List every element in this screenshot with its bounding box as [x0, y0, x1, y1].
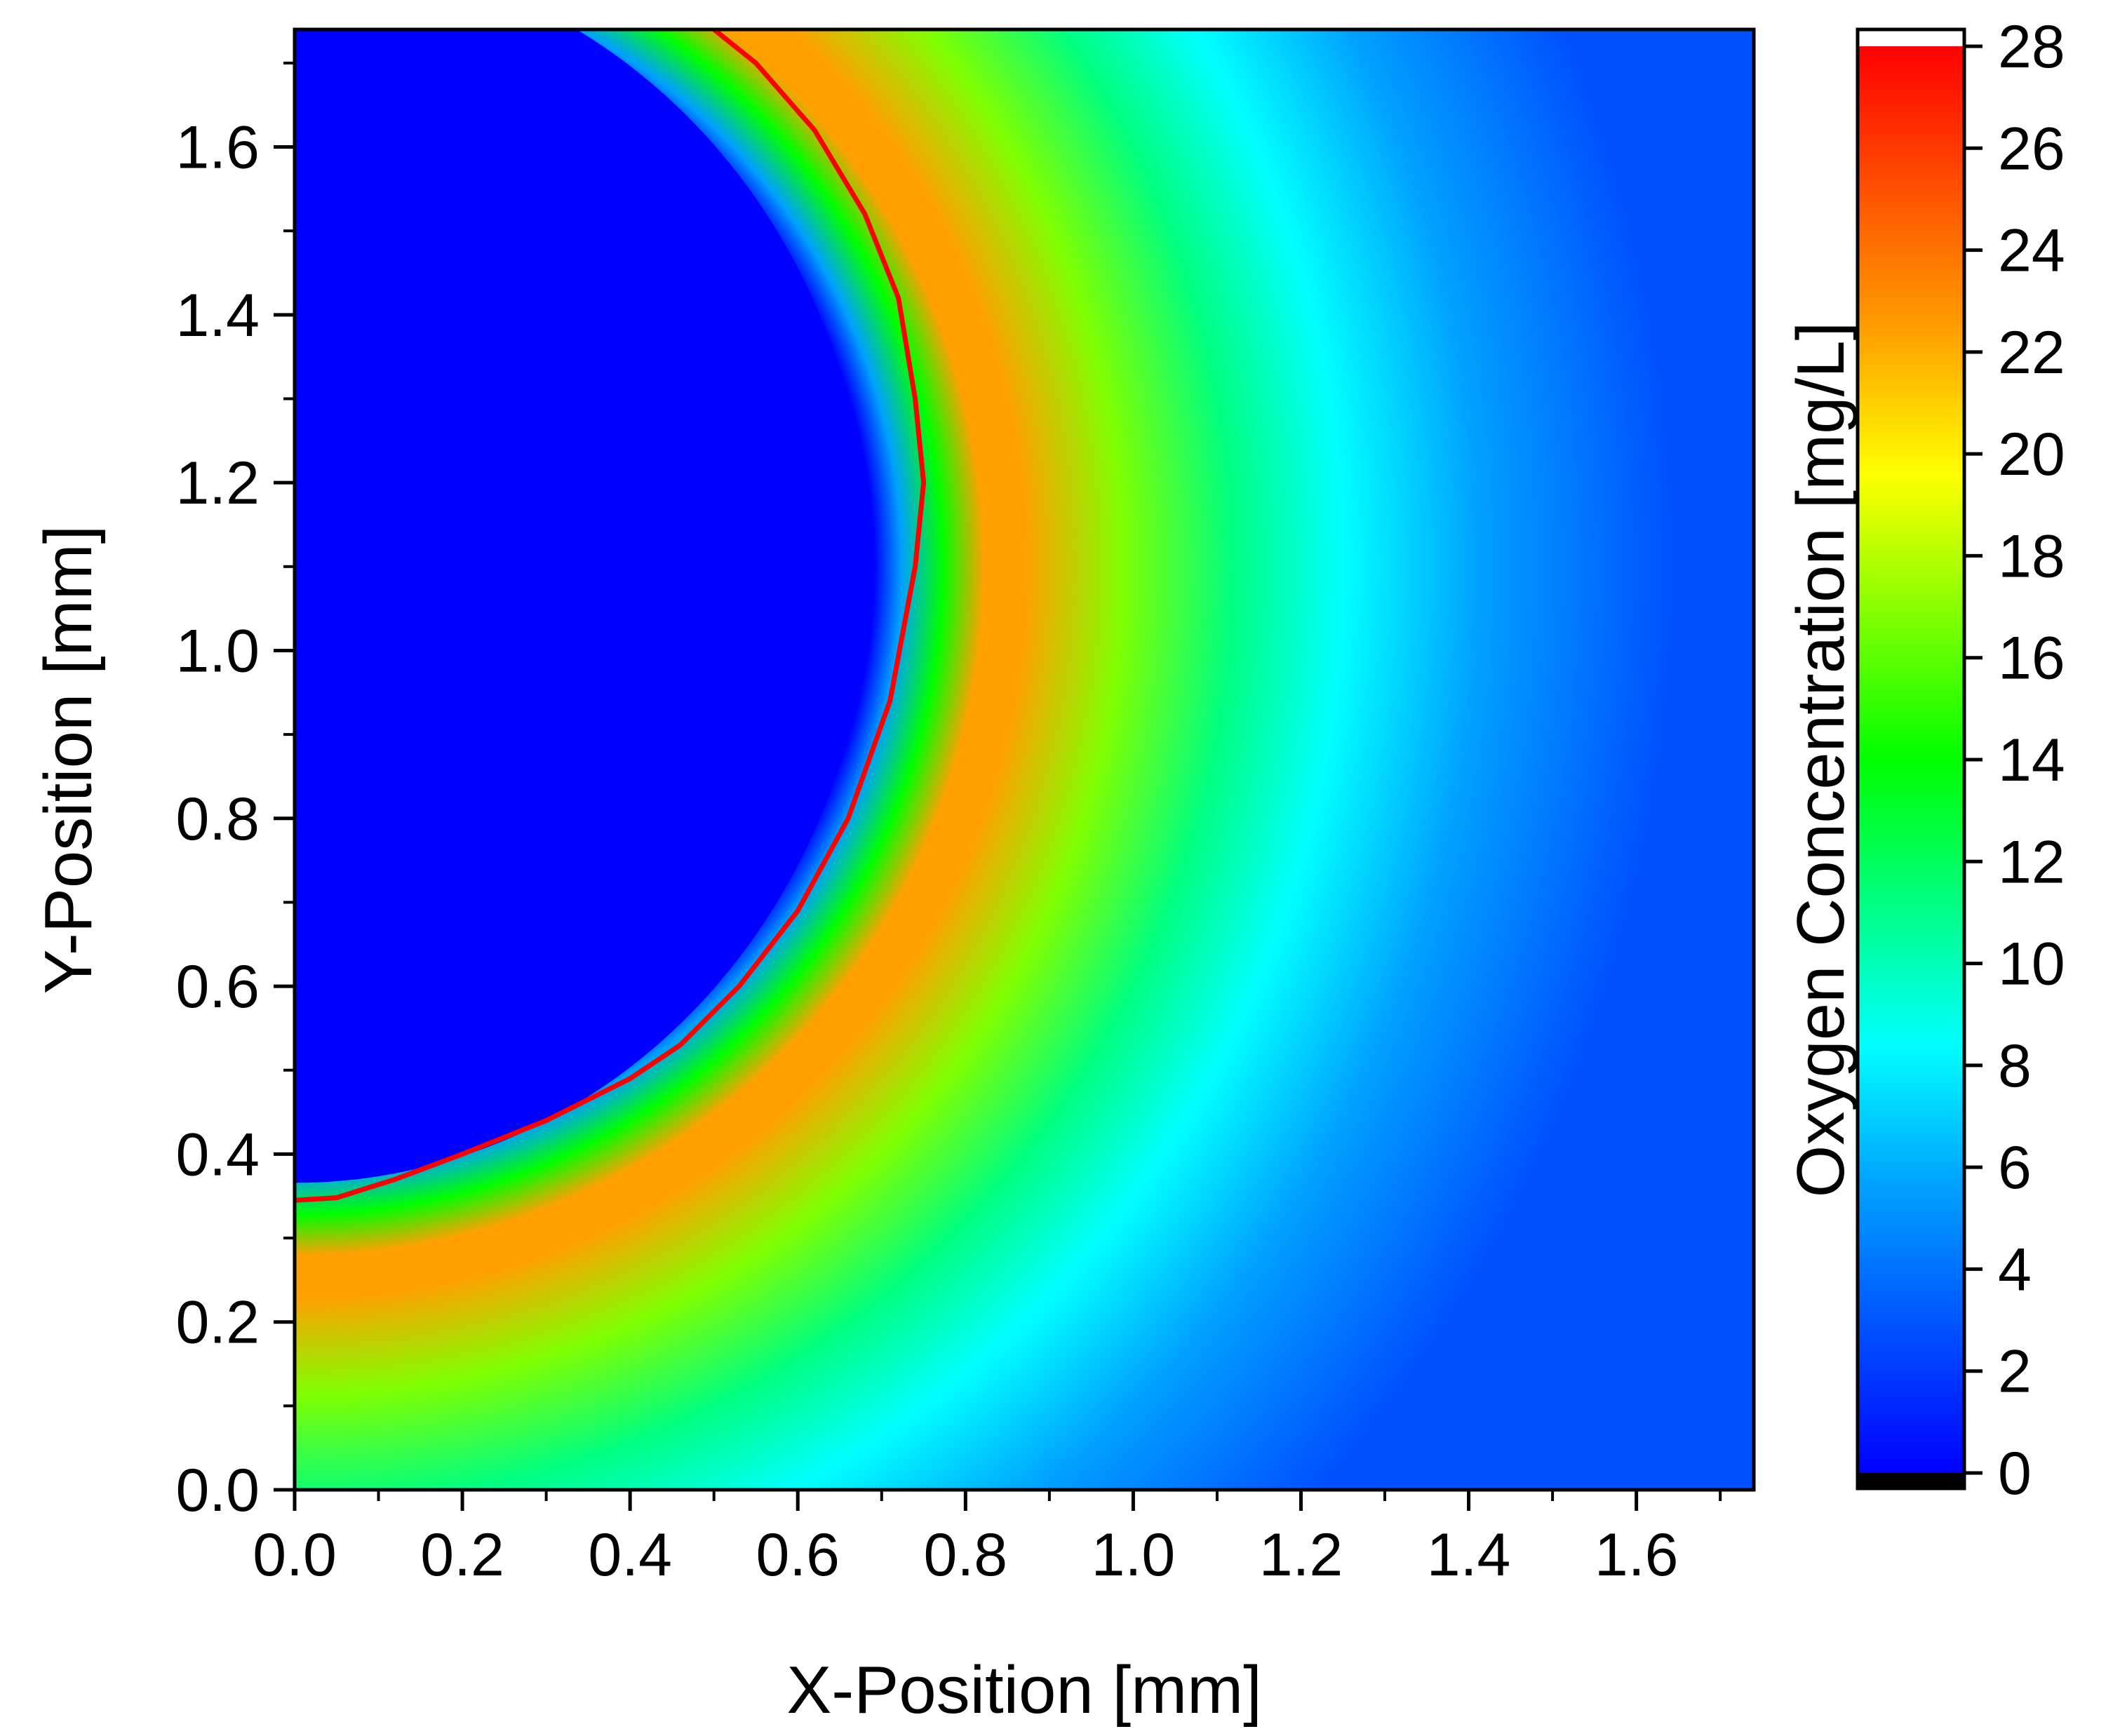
y-tick-label: 0.4	[175, 1121, 260, 1188]
colorbar-tick-label: 4	[1998, 1236, 2032, 1303]
colorbar-tick-label: 20	[1998, 421, 2065, 488]
colorbar-tick-label: 8	[1998, 1032, 2032, 1100]
y-axis-tick-labels: 0.0 0.2 0.4 0.6 0.8 1.0 1.2 1.4 1.6	[175, 114, 260, 1524]
colorbar-under-swatch	[1858, 1473, 1964, 1488]
y-tick-label: 0.6	[175, 953, 260, 1021]
y-tick-label: 0.2	[175, 1289, 260, 1357]
y-tick-label: 0.8	[175, 786, 260, 853]
colorbar-gradient	[1858, 46, 1964, 1473]
x-tick-label: 1.6	[1595, 1521, 1679, 1589]
x-tick-label: 0.6	[756, 1521, 840, 1589]
heatmap-low-oxygen-core	[295, 29, 870, 1183]
y-tick-label: 1.0	[175, 617, 260, 685]
colorbar-tick-label: 22	[1998, 319, 2065, 386]
boundary-line	[295, 29, 927, 1203]
colorbar-title: Oxygen Concentration [mg/L]	[1783, 322, 1858, 1198]
y-tick-label: 0.0	[175, 1457, 260, 1524]
colorbar-over-swatch	[1858, 29, 1964, 46]
colorbar-tick-label: 18	[1998, 523, 2065, 590]
x-axis-tick-labels: 0.0 0.2 0.4 0.6 0.8 1.0 1.2 1.4 1.6	[253, 1521, 1678, 1589]
colorbar-ticks	[1964, 44, 1983, 1475]
colorbar-tick-label: 14	[1998, 727, 2065, 794]
plot-frame	[293, 27, 1756, 1492]
x-tick-label: 0.8	[924, 1521, 1008, 1589]
y-tick-label: 1.4	[175, 282, 260, 349]
colorbar-tick-label: 6	[1998, 1134, 2032, 1202]
x-tick-label: 0.4	[588, 1521, 672, 1589]
x-tick-label: 1.2	[1259, 1521, 1343, 1589]
y-axis-title: Y-Position [mm]	[31, 525, 106, 995]
colorbar-tick-label: 28	[1998, 13, 2065, 81]
y-tick-label: 1.6	[175, 114, 260, 182]
x-tick-label: 1.4	[1427, 1521, 1511, 1589]
colorbar-tick-label: 24	[1998, 217, 2065, 285]
x-axis-ticks	[293, 1490, 1722, 1511]
x-axis-title: X-Position [mm]	[786, 1653, 1261, 1728]
colorbar-tick-label: 12	[1998, 828, 2065, 896]
x-tick-label: 0.2	[420, 1521, 504, 1589]
x-tick-label: 0.0	[253, 1521, 337, 1589]
colorbar-tick-label: 16	[1998, 625, 2065, 692]
y-tick-label: 1.2	[175, 450, 260, 517]
colorbar-tick-label: 26	[1998, 115, 2065, 182]
colorbar-tick-label: 10	[1998, 931, 2065, 998]
x-tick-label: 1.0	[1092, 1521, 1176, 1589]
y-axis-ticks	[274, 61, 295, 1492]
heatmap-plot-area	[295, 29, 1754, 1490]
colorbar-tick-label: 0	[1998, 1440, 2032, 1507]
colorbar-tick-label: 2	[1998, 1338, 2032, 1406]
